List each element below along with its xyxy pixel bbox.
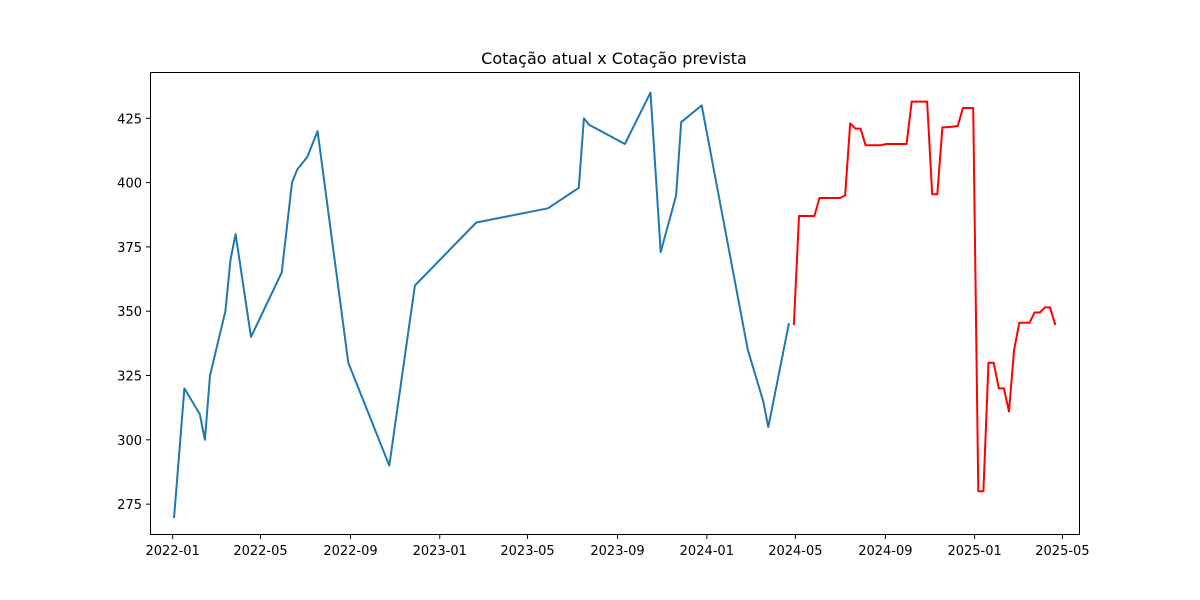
x-tick-label: 2023-05 <box>500 544 554 559</box>
x-tick-label: 2025-05 <box>1035 544 1089 559</box>
y-tick-label: 325 <box>117 370 142 385</box>
x-tick-label: 2023-09 <box>590 544 644 559</box>
chart-title: Cotação atual x Cotação prevista <box>481 49 747 68</box>
y-tick-label: 275 <box>117 498 142 513</box>
x-tick-label: 2024-01 <box>680 544 734 559</box>
x-tick-label: 2022-09 <box>323 544 377 559</box>
x-tick-label: 2025-01 <box>947 544 1001 559</box>
series-line-2 <box>792 100 1057 493</box>
series-group <box>173 91 1057 519</box>
y-tick-label: 300 <box>117 434 142 449</box>
x-axis: 2022-01 2022-05 2022-09 2023-01 2023-05 2023-… <box>146 535 1090 559</box>
y-tick-label: 350 <box>117 305 142 320</box>
x-tick-label: 2024-09 <box>858 544 912 559</box>
x-tick-label: 2022-05 <box>233 544 287 559</box>
y-axis: 275 300 325 350 375 400 425 <box>117 112 150 513</box>
x-tick-label: 2022-01 <box>146 544 200 559</box>
series-line-1 <box>173 91 790 519</box>
y-tick-label: 375 <box>117 241 142 256</box>
y-tick-label: 400 <box>117 177 142 192</box>
y-tick-label: 425 <box>117 112 142 127</box>
plot-area-frame <box>150 72 1080 535</box>
x-tick-label: 2023-01 <box>413 544 467 559</box>
x-tick-label: 2024-05 <box>768 544 822 559</box>
